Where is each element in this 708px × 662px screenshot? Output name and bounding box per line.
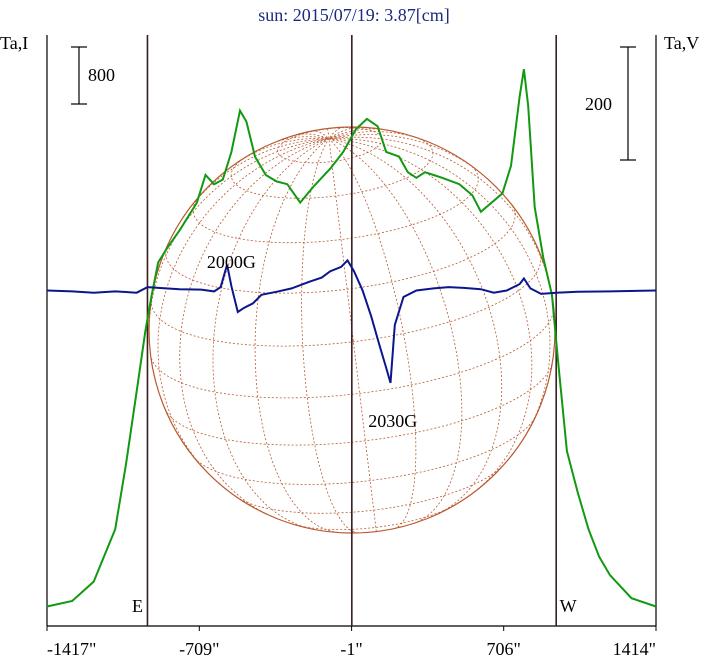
annotations: 2000G 2030G — [207, 252, 417, 431]
y-right-label: Ta,V — [664, 33, 699, 53]
y-left-label: Ta,I — [0, 33, 28, 53]
latitude-line — [193, 416, 536, 485]
latitude-line — [192, 164, 479, 244]
longitude-line — [328, 138, 503, 515]
series-layer — [46, 69, 657, 608]
longitude-line — [179, 138, 330, 519]
latitude-line — [164, 362, 553, 446]
longitude-line — [327, 128, 330, 139]
latitude-line — [150, 252, 542, 347]
longitude-line — [293, 133, 330, 140]
longitude-line — [328, 138, 463, 524]
x-tick-label: -1" — [340, 639, 362, 659]
scale-right-label: 200 — [585, 94, 612, 114]
latitude-line — [235, 464, 505, 514]
x-axis-ticks: -1417" -709" -1" 706" 1414" — [46, 626, 657, 659]
longitude-line — [311, 130, 330, 139]
longitude-line — [148, 138, 329, 355]
series-i-line — [46, 69, 657, 608]
x-tick-label: -709" — [179, 639, 219, 659]
longitude-line — [328, 138, 377, 532]
x-tick-label: -1417" — [47, 639, 96, 659]
scale-left-label: 800 — [88, 65, 115, 85]
annotation-2000g: 2000G — [207, 252, 256, 272]
limb-label-e: E — [132, 596, 143, 616]
longitude-line — [328, 136, 554, 306]
longitude-line — [328, 138, 417, 529]
x-tick-label: 1414" — [613, 639, 656, 659]
heliographic-grid — [148, 126, 555, 534]
longitude-line — [328, 138, 551, 437]
solar-disk-grid — [148, 126, 556, 534]
longitude-line — [182, 138, 329, 219]
series-v-line — [46, 258, 657, 384]
longitude-line — [157, 138, 329, 475]
longitude-line — [212, 138, 330, 530]
limb-label-w: W — [560, 596, 577, 616]
longitude-line — [328, 138, 533, 495]
chart-title: sun: 2015/07/19: 3.87[cm] — [258, 5, 450, 25]
longitude-line — [328, 134, 490, 182]
longitude-line — [328, 126, 344, 139]
annotation-2030g: 2030G — [368, 411, 417, 431]
latitude-line — [165, 203, 516, 294]
longitude-line — [270, 136, 329, 145]
scale-bars: 800 200 — [71, 46, 636, 161]
x-tick-label: 706" — [487, 639, 521, 659]
longitude-line — [301, 138, 359, 534]
longitude-line — [328, 128, 387, 140]
